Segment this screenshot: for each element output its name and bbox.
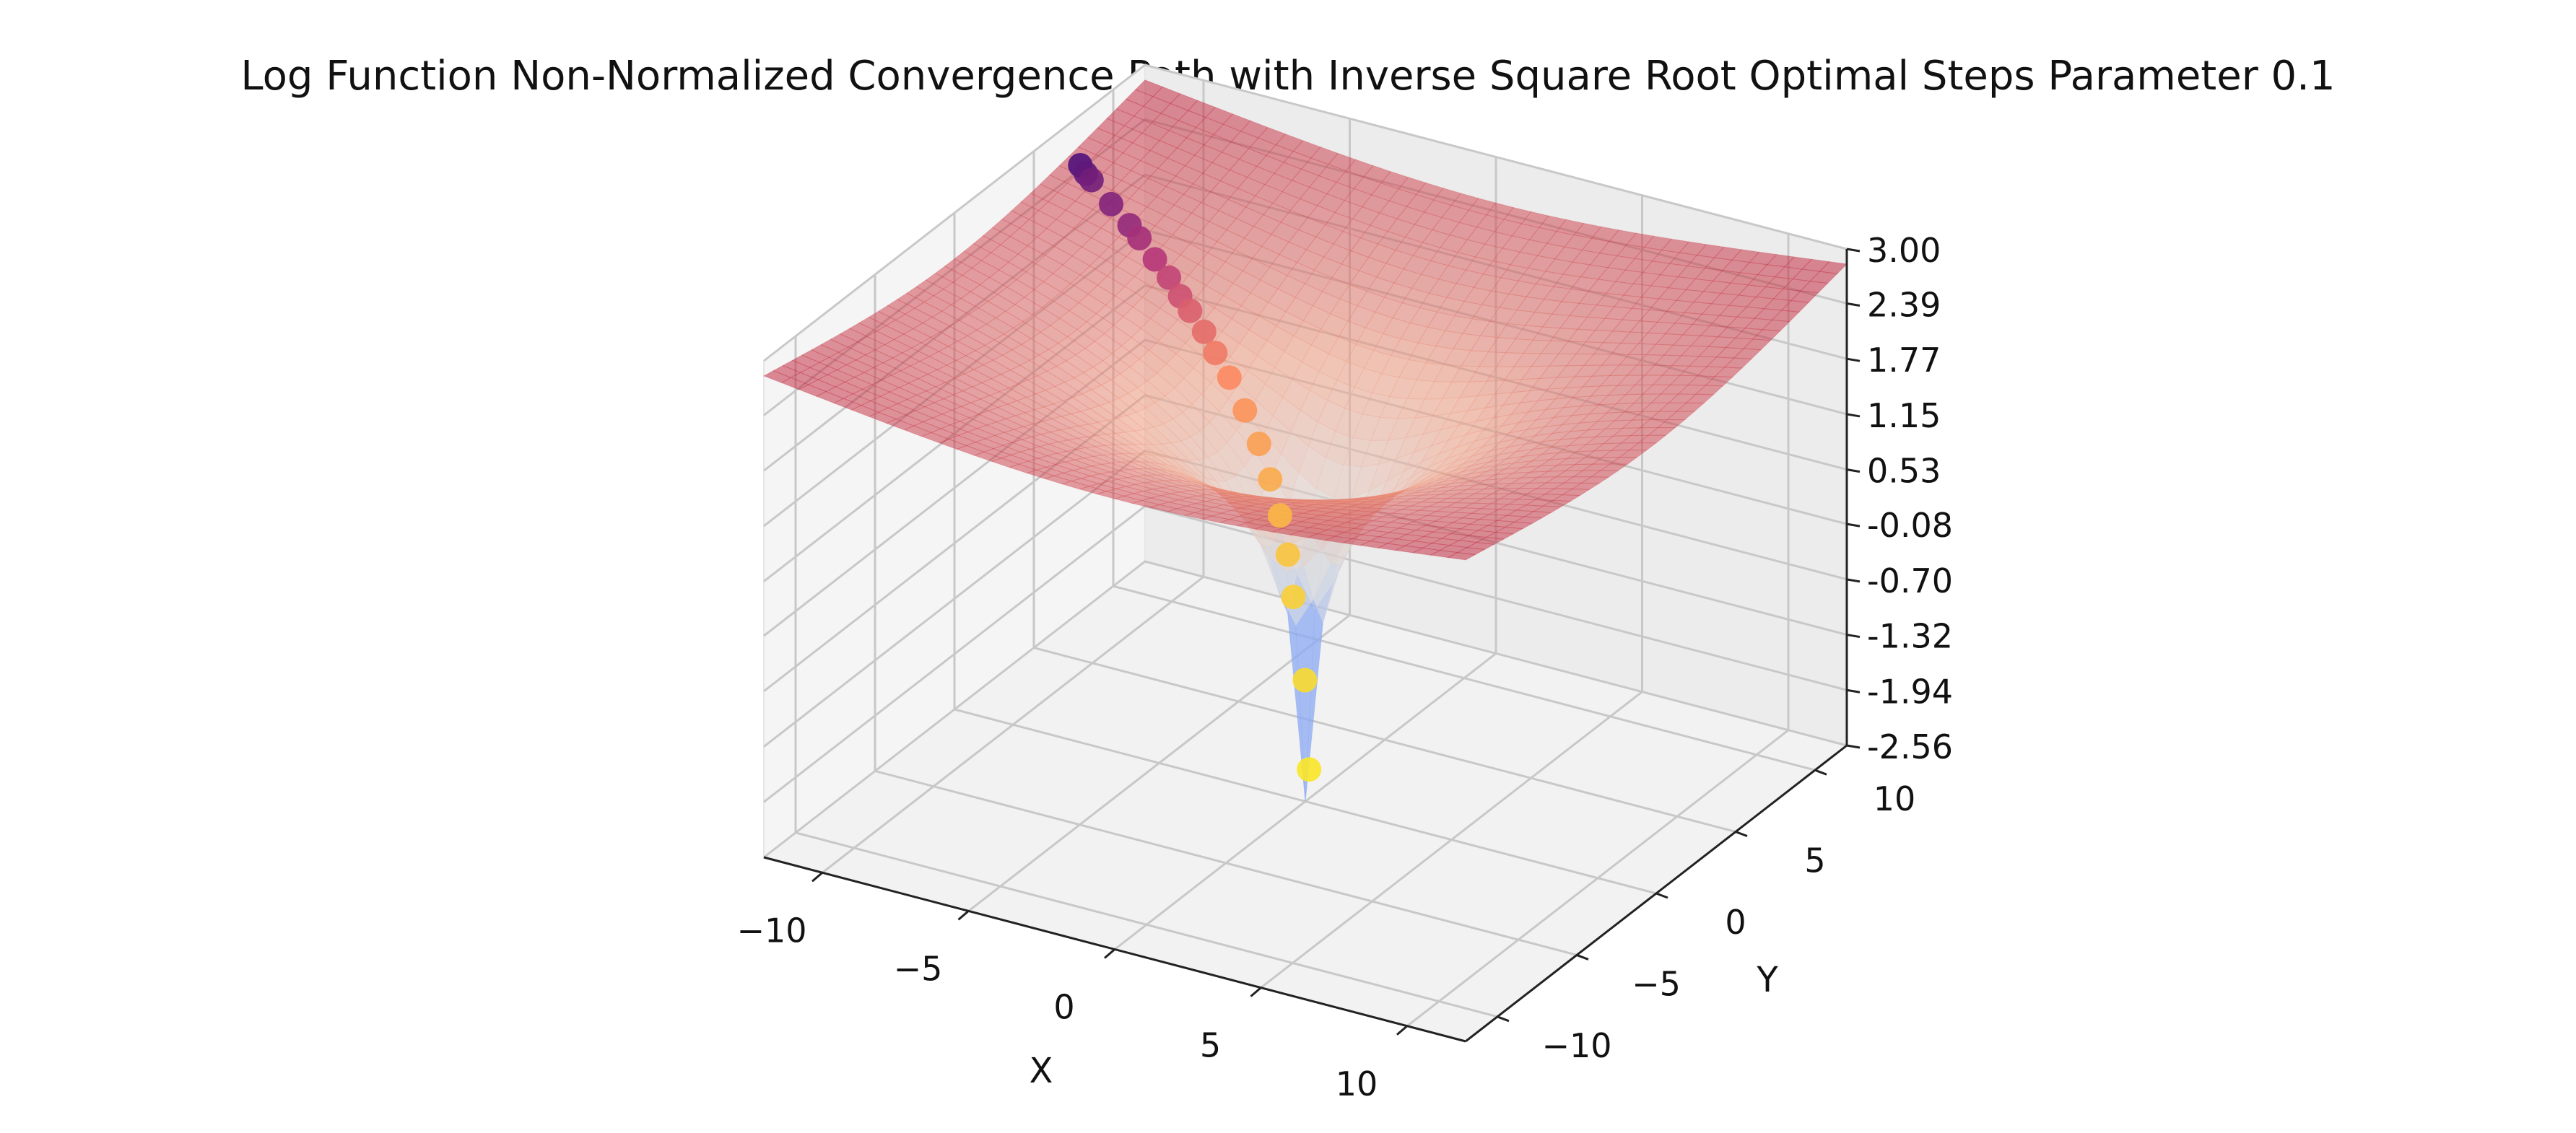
y-tick-mark [1814, 769, 1827, 776]
z-tick-mark [1846, 522, 1861, 528]
surface-facet [1809, 271, 1838, 284]
z-tick-label: -2.56 [1867, 727, 1953, 766]
z-grid-line [763, 64, 1848, 362]
path-point [1267, 503, 1292, 528]
axis-lines [763, 248, 1861, 1043]
surface-facet [1475, 536, 1505, 545]
surface-facet [1447, 552, 1476, 561]
z-tick-label: 3.00 [1867, 231, 1941, 270]
y-tick-label: 10 [1874, 779, 1916, 818]
path-point [1246, 432, 1271, 457]
path-point [1127, 226, 1152, 250]
path-point [1292, 668, 1318, 693]
z-tick-mark [1846, 634, 1861, 639]
y-tick-mark [1576, 954, 1589, 961]
z-tick-mark [1846, 248, 1861, 253]
x-tick-label: 10 [1336, 1064, 1378, 1103]
y-tick-label: 5 [1804, 841, 1825, 880]
y-axis-label: Y [1756, 960, 1778, 1000]
path-point [1191, 319, 1217, 344]
convergence-path [1068, 153, 1322, 782]
y-tick-label: −5 [1632, 964, 1681, 1003]
z-tick-label: 0.53 [1867, 452, 1941, 491]
z-tick-label: 1.15 [1867, 396, 1941, 435]
surface-facet [1609, 456, 1639, 465]
surface-facet [1590, 470, 1619, 478]
surface-facet [1504, 521, 1534, 530]
surface-facet [1800, 281, 1829, 294]
z-tick-label: 1.77 [1867, 341, 1941, 380]
z-grid-line [763, 560, 1848, 859]
y-tick-mark [1735, 831, 1748, 837]
path-point [1217, 365, 1242, 390]
path-point [1232, 398, 1258, 423]
x-tick-mark [957, 910, 970, 921]
x-tick-label: −10 [736, 911, 806, 950]
surface-facet [1656, 419, 1686, 429]
x-tick-label: 5 [1200, 1026, 1221, 1065]
y-tick-mark [1655, 892, 1668, 899]
z-tick-mark [1846, 302, 1861, 307]
z-tick-mark [1846, 357, 1861, 362]
path-point [1079, 167, 1104, 193]
z-tick-mark [1846, 688, 1861, 694]
x-axis-label: X [1030, 1051, 1053, 1091]
x-tick-mark [1396, 1025, 1408, 1036]
surface-facet [1513, 516, 1544, 524]
z-tick-mark [1846, 468, 1861, 473]
z-tick-label: -1.94 [1867, 672, 1953, 711]
surface-plot [762, 79, 1848, 802]
path-point [1281, 585, 1306, 610]
y-tick-label: −10 [1541, 1026, 1611, 1065]
chart-title: Log Function Non-Normalized Convergence … [240, 53, 2335, 100]
surface-facet [1752, 329, 1781, 341]
path-point [1178, 298, 1203, 323]
path-point [1157, 265, 1182, 290]
z-tick-label: -0.08 [1867, 506, 1953, 545]
x-tick-mark [1104, 948, 1115, 959]
path-point [1275, 542, 1300, 567]
x-tick-mark [811, 872, 823, 883]
surface-facet [1685, 393, 1715, 404]
path-point [1297, 757, 1322, 782]
path-point [1142, 247, 1167, 272]
path-point [1203, 341, 1228, 366]
tick-labels: −10 −5 0 5 10 −10 −5 0 5 10 -2.56 -1.94 -1.32 -0.70 -0… [736, 231, 1953, 1103]
surface-facet [1704, 376, 1733, 387]
y-tick-label: 0 [1725, 903, 1746, 942]
z-tick-mark [1846, 578, 1861, 583]
z-tick-mark [1846, 413, 1861, 418]
z-tick-label: -0.70 [1867, 561, 1953, 600]
x-tick-label: −5 [894, 949, 943, 988]
path-point [1258, 467, 1283, 492]
x-tick-mark [1250, 987, 1262, 997]
y-tick-mark [1497, 1015, 1510, 1023]
x-tick-label: 0 [1053, 988, 1074, 1027]
z-tick-label: -1.32 [1867, 617, 1953, 656]
path-point [1099, 191, 1123, 216]
z-tick-label: 2.39 [1867, 286, 1941, 325]
z-tick-mark [1846, 744, 1861, 749]
